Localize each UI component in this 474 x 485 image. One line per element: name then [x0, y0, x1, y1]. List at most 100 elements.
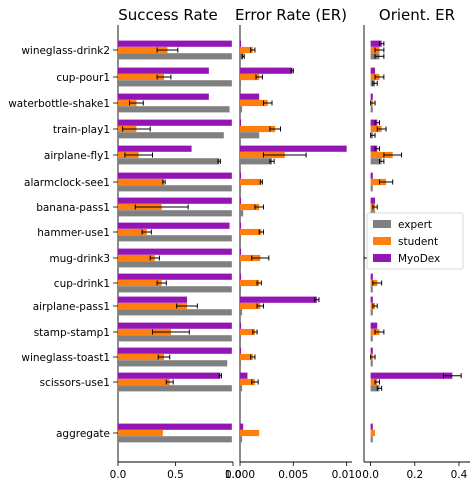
task-label-airplane-fly1: airplane-fly1: [44, 150, 110, 162]
bar-expert-aggregate: [370, 436, 373, 443]
bar-student-hammer-use1: [118, 228, 147, 236]
x-tick-label: 0.005: [278, 469, 308, 481]
panel-title-orient-er: Orient. ER: [379, 6, 455, 24]
bar-myodex-waterbottle-shake1: [370, 93, 373, 100]
x-tick-label: 0.010: [332, 469, 362, 481]
bar-student-aggregate: [118, 429, 163, 437]
bar-student-alarmclock-see1: [240, 178, 262, 186]
bar-myodex-alarmclock-see1: [118, 172, 232, 179]
bar-expert-cup-drink1: [370, 286, 373, 293]
bar-expert-train-play1: [118, 132, 224, 139]
bar-expert-stamp-stamp1: [240, 335, 242, 342]
bar-expert-mug-drink3: [118, 261, 232, 268]
bar-expert-airplane-fly1: [240, 158, 272, 165]
legend-swatch-myodex: [373, 254, 391, 262]
bar-myodex-mug-drink3: [118, 248, 232, 255]
bar-expert-hammer-use1: [118, 235, 232, 242]
legend-label-myodex: MyoDex: [398, 253, 440, 265]
bar-expert-alarmclock-see1: [240, 185, 242, 192]
bar-expert-cup-pour1: [118, 80, 232, 87]
bar-myodex-cup-drink1: [240, 273, 242, 280]
bar-student-wineglass-toast1: [118, 353, 164, 361]
bar-expert-airplane-pass1: [118, 309, 232, 316]
x-tick-label: 0.000: [225, 469, 255, 481]
bar-expert-wineglass-drink2: [240, 53, 244, 60]
x-tick-label: 0.5: [167, 469, 184, 481]
bar-myodex-alarmclock-see1: [370, 172, 373, 179]
bar-myodex-train-play1: [118, 119, 232, 126]
bar-expert-cup-pour1: [240, 80, 242, 87]
bar-expert-hammer-use1: [240, 235, 242, 242]
x-tick-label: 1.0: [225, 469, 242, 481]
task-label-hammer-use1: hammer-use1: [37, 227, 110, 239]
bar-expert-airplane-pass1: [240, 309, 243, 316]
bar-expert-banana-pass1: [240, 210, 244, 217]
legend-swatch-expert: [373, 220, 391, 228]
bar-student-airplane-pass1: [240, 302, 261, 310]
bar-student-wineglass-drink2: [118, 46, 168, 54]
legend-label-student: student: [398, 236, 438, 248]
panel-title-success-rate: Success Rate: [118, 6, 218, 24]
bar-myodex-mug-drink3: [240, 248, 242, 255]
bar-student-waterbottle-shake1: [240, 99, 268, 107]
task-label-cup-pour1: cup-pour1: [56, 72, 110, 84]
task-labels: wineglass-drink2 cup-pour1 waterbottle-sha…: [8, 45, 118, 440]
bar-myodex-banana-pass1: [118, 197, 232, 204]
bar-student-airplane-fly1: [240, 151, 285, 159]
bar-myodex-aggregate: [370, 423, 373, 430]
bar-expert-wineglass-drink2: [118, 53, 232, 60]
bar-myodex-cup-drink1: [370, 273, 373, 280]
bar-myodex-airplane-fly1: [240, 145, 347, 152]
bar-student-alarmclock-see1: [118, 178, 164, 186]
bar-expert-airplane-fly1: [370, 158, 382, 165]
bar-student-airplane-pass1: [118, 302, 187, 310]
bar-myodex-alarmclock-see1: [240, 172, 242, 179]
bar-myodex-wineglass-toast1: [370, 347, 373, 354]
bar-student-mug-drink3: [118, 254, 155, 262]
bar-myodex-airplane-pass1: [118, 296, 187, 303]
task-label-train-play1: train-play1: [53, 124, 110, 136]
bar-myodex-wineglass-drink2: [370, 40, 382, 47]
bar-expert-scissors-use1: [240, 385, 243, 392]
bar-student-cup-pour1: [240, 73, 260, 81]
bar-myodex-airplane-pass1: [240, 296, 317, 303]
bar-myodex-waterbottle-shake1: [240, 93, 260, 100]
bar-student-aggregate: [370, 429, 376, 437]
task-label-stamp-stamp1: stamp-stamp1: [34, 327, 110, 339]
bar-expert-mug-drink3: [240, 261, 242, 268]
bar-expert-wineglass-toast1: [118, 360, 228, 367]
bar-student-waterbottle-shake1: [118, 99, 137, 107]
x-tick-label: 0.2: [406, 469, 423, 481]
bar-myodex-stamp-stamp1: [118, 322, 232, 329]
task-label-aggregate: aggregate: [56, 428, 110, 440]
bar-myodex-scissors-use1: [118, 372, 221, 379]
bar-myodex-stamp-stamp1: [370, 322, 378, 329]
bar-myodex-stamp-stamp1: [240, 322, 242, 329]
bar-expert-aggregate: [118, 436, 232, 443]
bar-expert-aggregate: [240, 436, 243, 443]
bar-student-cup-drink1: [118, 279, 162, 287]
legend-label-expert: expert: [398, 219, 432, 231]
bar-myodex-cup-pour1: [118, 67, 209, 74]
panel-error-rate: 0.000 0.005 0.010: [225, 25, 362, 481]
task-label-scissors-use1: scissors-use1: [40, 377, 110, 389]
bar-myodex-wineglass-drink2: [118, 40, 232, 47]
bar-student-train-play1: [240, 125, 276, 133]
bar-expert-waterbottle-shake1: [240, 106, 243, 113]
bar-myodex-train-play1: [240, 119, 242, 126]
x-tick-label: 0.0: [110, 469, 127, 481]
bar-expert-banana-pass1: [118, 210, 232, 217]
bar-student-aggregate: [240, 429, 260, 437]
bar-student-hammer-use1: [240, 228, 262, 236]
bar-student-scissors-use1: [370, 378, 378, 386]
task-label-alarmclock-see1: alarmclock-see1: [24, 177, 110, 189]
bar-myodex-train-play1: [370, 119, 378, 126]
bar-myodex-scissors-use1: [370, 372, 453, 379]
x-tick-label: 0.0: [362, 469, 379, 481]
bar-myodex-hammer-use1: [240, 222, 242, 229]
bar-expert-airplane-fly1: [118, 158, 220, 165]
bar-student-stamp-stamp1: [118, 328, 171, 336]
bar-expert-scissors-use1: [118, 385, 232, 392]
bar-student-alarmclock-see1: [370, 178, 387, 186]
bar-myodex-aggregate: [118, 423, 232, 430]
